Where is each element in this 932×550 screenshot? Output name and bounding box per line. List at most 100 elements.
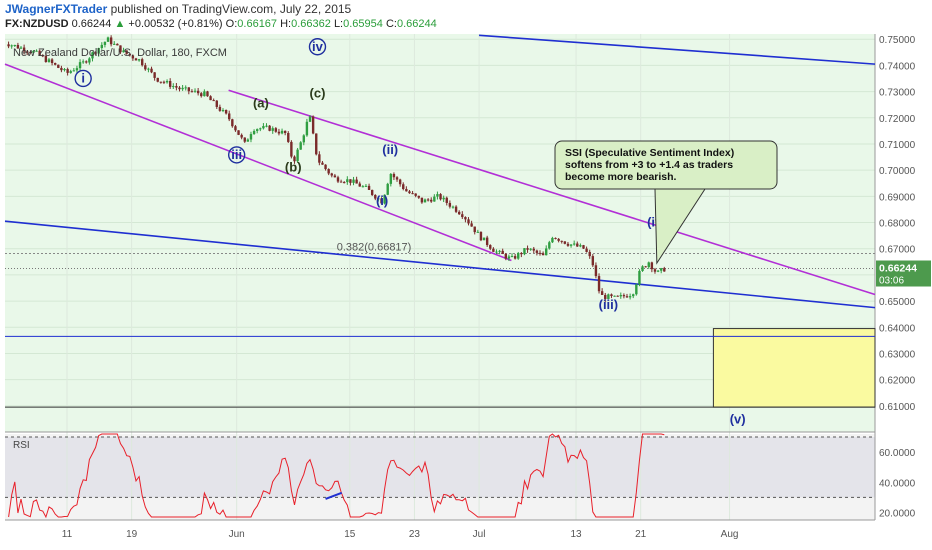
candle-body xyxy=(392,173,396,178)
candles xyxy=(7,35,666,303)
candle-body xyxy=(271,128,274,131)
y-tick-label: 0.64000 xyxy=(879,323,916,334)
candle-body xyxy=(489,245,492,249)
candle-body xyxy=(650,262,654,270)
rsi-line xyxy=(8,433,665,519)
candle-body xyxy=(430,199,433,202)
wave-circle xyxy=(74,69,92,88)
candle-body xyxy=(644,266,647,268)
candle-body xyxy=(63,69,66,71)
author-link[interactable]: JWagnerFXTrader xyxy=(5,2,108,16)
candle-body xyxy=(156,77,159,82)
candle-body xyxy=(467,219,470,224)
close-value: 0.66244 xyxy=(396,18,437,30)
candle-body xyxy=(35,50,38,52)
candle-body xyxy=(150,68,153,73)
candle-body xyxy=(141,59,144,66)
x-tick-label: 13 xyxy=(570,529,582,540)
y-tick-label: 0.71000 xyxy=(879,140,916,151)
candle-body xyxy=(398,179,402,185)
candle-body xyxy=(485,237,489,246)
candle-body xyxy=(97,48,100,54)
candle-body xyxy=(265,125,268,127)
candle-body xyxy=(283,130,287,134)
channel-line xyxy=(4,63,512,262)
y-tick-label: 0.68000 xyxy=(879,219,916,230)
candle-body xyxy=(175,86,178,88)
candle-body xyxy=(324,164,327,170)
candle-body xyxy=(315,133,318,155)
y-tick-label: 0.74000 xyxy=(879,61,916,72)
candle-body xyxy=(60,67,63,71)
candle-body xyxy=(330,173,333,176)
callout-box xyxy=(554,140,778,190)
candle-body xyxy=(106,37,110,42)
candle-body xyxy=(495,251,498,253)
candle-body xyxy=(582,245,585,249)
candle-body xyxy=(576,243,579,247)
candle-body xyxy=(526,248,529,250)
candle-body xyxy=(50,59,54,64)
candle-body xyxy=(277,131,281,134)
candle-body xyxy=(641,266,644,271)
candle-body xyxy=(560,240,563,242)
candle-body xyxy=(383,194,386,204)
candle-body xyxy=(548,242,551,249)
candle-body xyxy=(557,238,560,241)
candle-body xyxy=(147,68,150,70)
candle-body xyxy=(41,55,44,57)
candle-body xyxy=(53,63,57,65)
candle-body xyxy=(461,214,464,218)
candle-body xyxy=(293,156,296,162)
candle-body xyxy=(554,237,557,239)
candle-body xyxy=(252,130,256,135)
candle-body xyxy=(579,245,582,247)
candle-body xyxy=(507,256,511,259)
y-tick-label: 0.65000 xyxy=(879,297,916,308)
candle-body xyxy=(423,199,427,203)
candle-body xyxy=(663,268,666,272)
candle-body xyxy=(32,50,35,53)
candle-body xyxy=(26,51,29,53)
callout-text: SSI (Speculative Sentiment Index) xyxy=(565,147,734,159)
candle-body xyxy=(187,87,191,92)
candle-body xyxy=(305,121,309,136)
price-change: +0.00532 (+0.81%) xyxy=(128,18,223,30)
candle-body xyxy=(479,231,483,241)
candle-body xyxy=(414,193,417,196)
candle-body xyxy=(454,206,458,212)
candle-body xyxy=(128,53,131,56)
candle-body xyxy=(604,294,607,299)
candle-body xyxy=(162,81,166,83)
candle-body xyxy=(610,294,613,297)
candle-body xyxy=(355,179,358,184)
channel-line xyxy=(228,89,876,296)
candle-body xyxy=(352,179,355,183)
candle-body xyxy=(380,198,383,204)
candle-body xyxy=(274,128,278,132)
candle-body xyxy=(597,276,601,292)
candle-body xyxy=(190,91,194,93)
trendline xyxy=(4,220,876,309)
x-tick-label: Aug xyxy=(721,529,739,540)
candle-body xyxy=(29,52,32,54)
candle-body xyxy=(529,248,532,250)
candle-body xyxy=(38,50,41,56)
candle-body xyxy=(336,177,340,182)
candle-body xyxy=(153,72,156,78)
candle-body xyxy=(144,65,147,70)
y-tick-label: 0.73000 xyxy=(879,88,916,99)
wave-label: (i) xyxy=(376,193,388,208)
candle-body xyxy=(237,130,240,135)
candle-body xyxy=(203,91,206,97)
candle-body xyxy=(545,248,548,256)
wave-label: i xyxy=(81,70,85,85)
candle-body xyxy=(632,294,635,297)
rsi-band xyxy=(5,437,875,498)
candle-body xyxy=(343,182,346,184)
publish-info: published on TradingView.com, July 22, 2… xyxy=(110,2,352,16)
candle-body xyxy=(473,226,476,233)
candle-body xyxy=(290,141,293,157)
candle-body xyxy=(178,87,181,90)
